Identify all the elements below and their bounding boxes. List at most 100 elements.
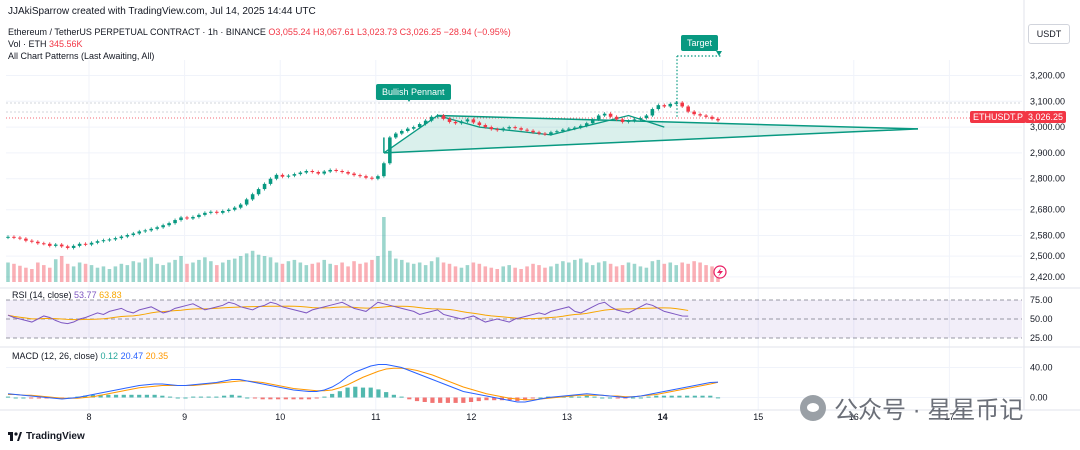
candle-body <box>36 241 40 244</box>
candle-body <box>573 127 577 129</box>
macd-histogram-bar <box>438 397 443 403</box>
volume-bar <box>471 262 476 282</box>
candle-body <box>584 123 589 126</box>
macd-histogram-bar <box>669 395 674 398</box>
candle-body <box>262 183 267 190</box>
candle-body <box>59 244 64 247</box>
candle-body <box>650 109 655 116</box>
candle-body <box>644 115 649 119</box>
macd-histogram-bar <box>121 394 126 398</box>
candle-body <box>662 105 667 107</box>
volume-bar <box>394 258 398 282</box>
candle-body <box>483 125 488 128</box>
high-value: H3,067.61 <box>312 27 355 37</box>
candle-body <box>149 228 153 231</box>
macd-histogram-bar <box>345 387 350 398</box>
macd-histogram-bar <box>129 394 134 398</box>
volume-bar <box>638 266 643 282</box>
volume-bar <box>555 263 559 282</box>
candle-body <box>53 244 58 246</box>
macd-histogram-bar <box>29 397 34 399</box>
candle-body <box>489 127 494 130</box>
price-tick-label: 2,500.00 <box>1030 251 1065 261</box>
pennant-lower-line <box>383 128 919 154</box>
volume-bar <box>519 269 523 282</box>
bullish-pennant-pattern <box>383 114 919 154</box>
candle-body <box>519 128 523 130</box>
candle-body <box>89 242 94 245</box>
candle-body <box>185 217 189 219</box>
volume-bar <box>42 265 46 282</box>
close-value: C3,026.25 <box>399 27 442 37</box>
low-value: L3,023.73 <box>357 27 398 37</box>
candle-body <box>495 129 500 131</box>
macd-hist-value: 0.12 <box>100 351 119 361</box>
macd-histogram-bar <box>646 396 651 398</box>
volume-bar <box>316 262 321 282</box>
currency-button[interactable]: USDT <box>1028 24 1070 44</box>
macd-histogram-bar <box>90 394 95 398</box>
candle-body <box>322 171 326 174</box>
volume-bar <box>429 261 434 282</box>
candle-body <box>626 120 631 122</box>
macd-histogram-bar <box>507 397 512 401</box>
candle-body <box>161 225 165 228</box>
volume-bar <box>179 256 183 282</box>
macd-histogram-bar <box>306 397 312 400</box>
volume-bar <box>495 269 500 282</box>
candle-body <box>340 171 344 173</box>
volume-bar <box>310 263 315 282</box>
macd-histogram-bar <box>715 397 721 399</box>
candle-body <box>698 114 702 116</box>
change-value: −28.94 (−0.95%) <box>443 27 511 37</box>
candle-body <box>507 127 511 129</box>
volume-bar <box>125 265 130 282</box>
macd-histogram-bar <box>453 397 458 403</box>
candle-body <box>405 128 410 131</box>
volume-bar <box>59 256 64 282</box>
macd-histogram-bar <box>160 395 165 398</box>
candle-body <box>567 128 571 130</box>
candle-body <box>513 127 517 129</box>
candle-body <box>226 209 231 212</box>
rsi-label: RSI (14, close) <box>12 290 72 300</box>
volume-bar <box>209 261 213 282</box>
macd-histogram-bar <box>569 396 574 398</box>
candle-body <box>352 173 356 176</box>
volume-bar <box>489 267 494 282</box>
macd-histogram-bar <box>638 397 643 399</box>
candle-body <box>620 119 625 122</box>
volume-bar <box>477 263 482 282</box>
candle-body <box>238 204 243 208</box>
volume-bar <box>346 266 350 282</box>
macd-histogram-bar <box>353 386 358 398</box>
macd-panel: 40.00 0.00 <box>5 363 1053 403</box>
macd-line <box>7 364 719 403</box>
macd-histogram-bar <box>360 387 366 398</box>
candle-body <box>232 207 237 210</box>
volume-bar <box>6 262 10 282</box>
volume-bar <box>131 261 136 282</box>
candle-body <box>328 169 332 172</box>
volume-bar <box>221 262 225 282</box>
macd-histogram-bar <box>461 397 466 403</box>
volume-bar <box>65 263 70 282</box>
tradingview-logo[interactable]: TradingView <box>8 431 85 442</box>
volume-bar <box>101 266 106 282</box>
candle-body <box>668 103 673 107</box>
volume-bar <box>197 259 201 282</box>
candle-body <box>561 129 565 132</box>
macd-histogram-bar <box>391 394 396 398</box>
macd-histogram-bar <box>708 395 713 398</box>
macd-histogram-bar <box>245 397 250 399</box>
volume-bar <box>274 262 279 282</box>
macd-histogram-bar <box>600 397 605 399</box>
candle-body <box>590 119 595 124</box>
volume-bar <box>167 262 171 282</box>
candle-body <box>95 241 100 243</box>
symbol-price-tag: ETHUSDT.P <box>970 111 1027 123</box>
volume-bar <box>24 267 28 282</box>
price-tick-label: 2,900.00 <box>1030 148 1065 158</box>
watermark-text: 公众号 · 星星币记 <box>834 397 1024 424</box>
